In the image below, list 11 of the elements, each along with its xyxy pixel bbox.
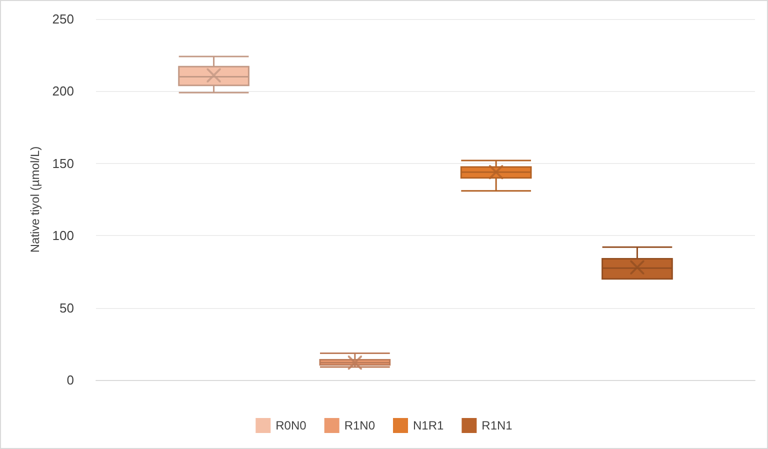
y-tick-label: 50 <box>60 300 74 316</box>
y-tick-label: 100 <box>52 228 74 244</box>
legend-label: N1R1 <box>413 418 444 432</box>
y-tick-label: 0 <box>66 372 74 388</box>
y-axis-title: Native tiyol (µmol/L) <box>28 146 42 253</box>
legend-label: R1N0 <box>344 418 376 432</box>
y-tick-label: 200 <box>52 84 74 99</box>
y-tick-label: 150 <box>52 156 74 171</box>
legend-label: R1N1 <box>482 418 513 432</box>
legend-label: R0N0 <box>276 418 307 432</box>
y-tick-label: 250 <box>52 12 74 26</box>
